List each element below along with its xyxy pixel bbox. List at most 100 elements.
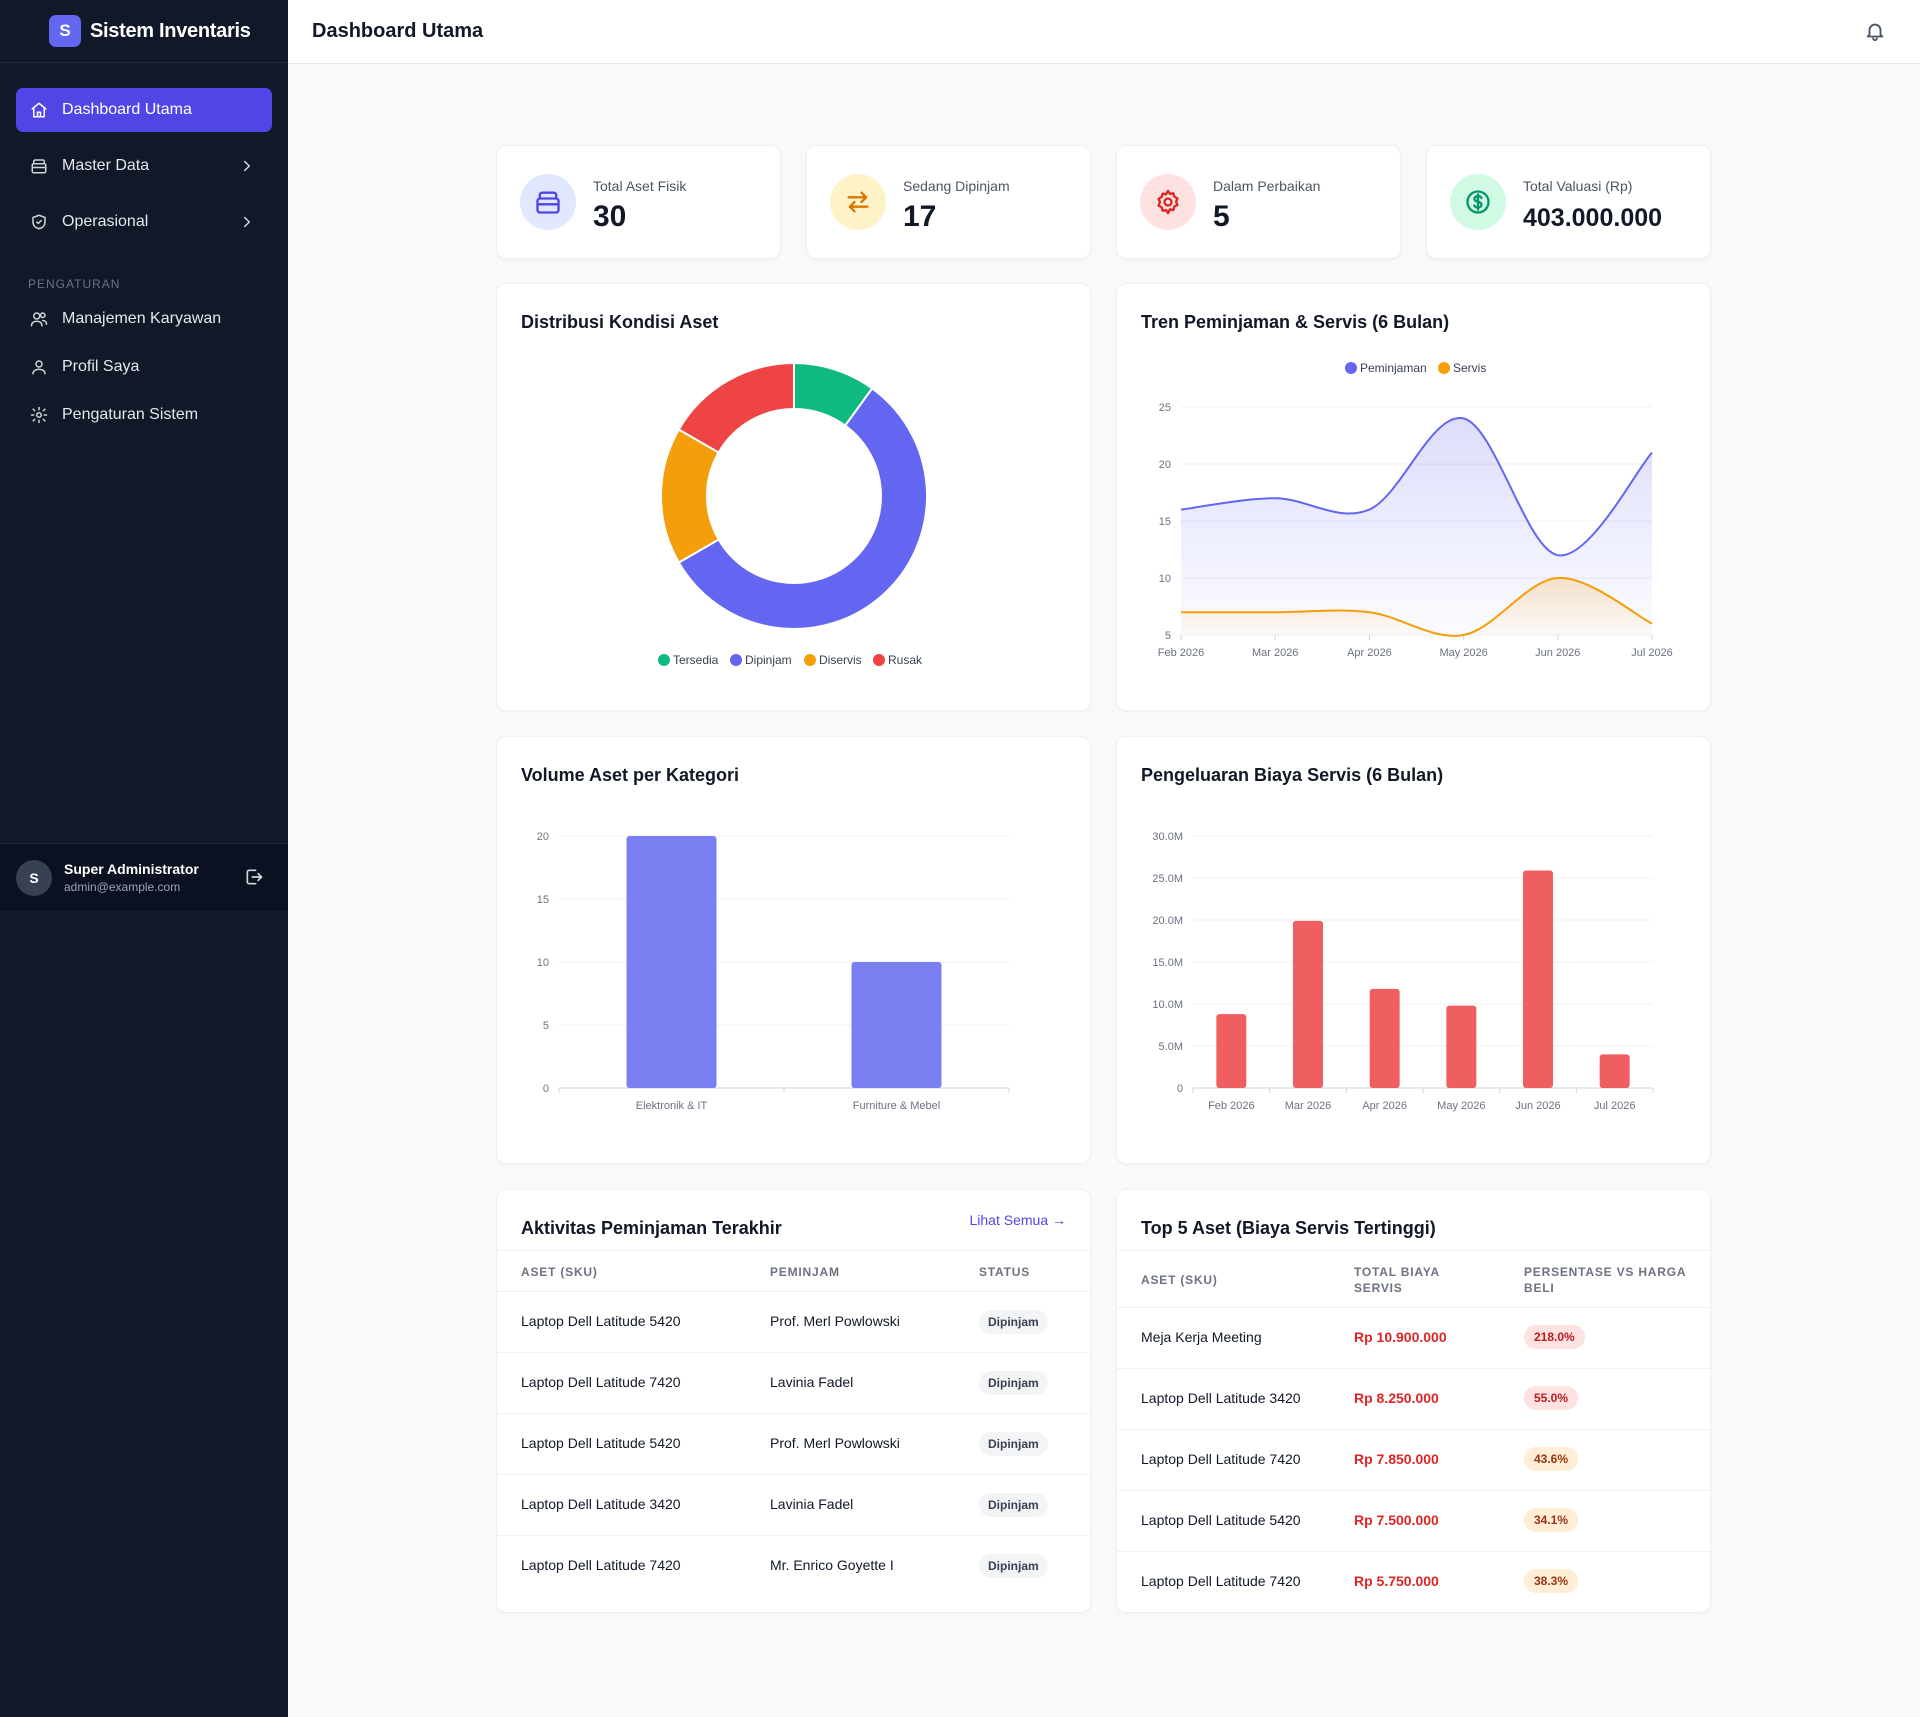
page-title: Dashboard Utama (312, 20, 484, 42)
y-tick-label: 15 (1159, 516, 1171, 528)
donut-chart: Tersedia Dipinjam Diservis Rusak (658, 361, 928, 667)
donut-slice-rusak (677, 361, 795, 454)
x-tick-label: Apr 2026 (1347, 647, 1392, 659)
series-line-peminjaman (1180, 417, 1653, 557)
chevron-right-icon (238, 213, 256, 231)
column-header: ASET (SKU) (1141, 1273, 1218, 1287)
card-title: Pengeluaran Biaya Servis (6 Bulan) (1141, 765, 1444, 785)
brand[interactable]: S Sistem Inventaris (0, 0, 288, 63)
table-row[interactable]: Laptop Dell Latitude 7420 Rp 7.850.000 4… (1117, 1430, 1710, 1491)
percent-badge: 43.6% (1524, 1447, 1579, 1471)
table-row[interactable]: Laptop Dell Latitude 7420 Rp 5.750.000 3… (1117, 1552, 1710, 1613)
dollar-icon (1450, 174, 1506, 230)
top5-card: Top 5 Aset (Biaya Servis Tertinggi) ASET… (1116, 1189, 1711, 1613)
stat-label: Total Aset Fisik (593, 178, 687, 194)
table-row[interactable]: Laptop Dell Latitude 5420 Prof. Merl Pow… (497, 1292, 1090, 1353)
line-chart: 5 10 15 20 25 Feb 2026 Mar 2026 Apr 2026 May 202… (1158, 361, 1673, 659)
table-row[interactable]: Laptop Dell Latitude 5420 Prof. Merl Pow… (497, 1414, 1090, 1475)
app-logo: S (49, 15, 81, 47)
series-line-servis (1181, 576, 1653, 637)
stat-card-sedang-dipinjam: Sedang Dipinjam 17 (806, 145, 1091, 259)
table-header: ASET (SKU) PEMINJAM STATUS (497, 1250, 1090, 1292)
arrows-exchange-icon (830, 174, 886, 230)
bar (1446, 1005, 1477, 1088)
user-email: admin@example.com (64, 880, 181, 894)
sidebar-item-label: Profil Saya (62, 358, 140, 375)
shield-check-icon (30, 213, 48, 231)
loans-table: ASET (SKU) PEMINJAM STATUS Laptop Dell L… (497, 1250, 1090, 1597)
x-tick-label: Jun 2026 (1515, 1100, 1560, 1112)
percent-badge: 55.0% (1524, 1386, 1579, 1410)
status-badge: Dipinjam (979, 1432, 1048, 1456)
sidebar-item-label: Operasional (62, 213, 149, 230)
user-box: S Super Administrator admin@example.com (0, 843, 288, 911)
y-tick-label: 10 (537, 957, 549, 969)
sidebar-item-label: Dashboard Utama (62, 101, 192, 118)
sidebar-item-label: Master Data (62, 157, 150, 174)
percent-badge: 38.3% (1524, 1569, 1579, 1593)
cell-asset: Laptop Dell Latitude 5420 (1141, 1512, 1301, 1528)
y-tick-label: 30.0M (1152, 831, 1183, 843)
y-tick-label: 20 (1159, 459, 1171, 471)
sidebar-section-heading: PENGATURAN (28, 277, 121, 291)
cell-borrower: Prof. Merl Powlowski (770, 1313, 900, 1329)
cell-borrower: Prof. Merl Powlowski (770, 1435, 900, 1451)
stat-value: 30 (593, 200, 627, 233)
column-header: ASET (SKU) (521, 1265, 598, 1279)
cell-borrower: Lavinia Fadel (770, 1374, 854, 1390)
cell-asset: Laptop Dell Latitude 3420 (521, 1496, 681, 1512)
stat-label: Dalam Perbaikan (1213, 178, 1321, 194)
bar (1216, 1014, 1247, 1088)
stat-value: 5 (1213, 200, 1230, 233)
column-header: PEMINJAM (770, 1265, 840, 1279)
column-header: PERSENTASE VS HARGA BELI (1524, 1265, 1686, 1295)
x-tick-label: Feb 2026 (1158, 647, 1204, 659)
stat-label: Sedang Dipinjam (903, 178, 1010, 194)
bell-icon[interactable] (1864, 20, 1886, 42)
cell-borrower: Lavinia Fadel (770, 1496, 854, 1512)
bar (1293, 920, 1323, 1088)
x-tick-label: Mar 2026 (1285, 1100, 1331, 1112)
legend-label: Diservis (819, 653, 862, 667)
sidebar-item-master-data[interactable]: Master Data (16, 144, 272, 188)
y-tick-label: 10 (1159, 573, 1171, 585)
status-badge: Dipinjam (979, 1554, 1048, 1578)
archive-icon (30, 157, 48, 175)
sidebar-item-profil-saya[interactable]: Profil Saya (16, 347, 272, 387)
y-tick-label: 20 (537, 831, 549, 843)
topbar: Dashboard Utama (288, 0, 1920, 64)
chart-card-tren: Tren Peminjaman & Servis (6 Bulan) 5 10 15… (1116, 283, 1711, 711)
y-tick-label: 25 (1159, 402, 1171, 414)
cell-asset: Laptop Dell Latitude 7420 (1141, 1573, 1301, 1589)
top5-table: ASET (SKU) TOTAL BIAYA SERVIS PERSENTASE… (1117, 1250, 1710, 1613)
table-row[interactable]: Meja Kerja Meeting Rp 10.900.000 218.0% (1117, 1308, 1710, 1369)
user-icon (30, 358, 48, 376)
cell-cost: Rp 7.500.000 (1354, 1512, 1439, 1528)
table-row[interactable]: Laptop Dell Latitude 3420 Rp 8.250.000 5… (1117, 1369, 1710, 1430)
y-tick-label: 10.0M (1152, 999, 1183, 1011)
sidebar-item-dashboard[interactable]: Dashboard Utama (16, 88, 272, 132)
x-tick-label: Jun 2026 (1535, 647, 1580, 659)
x-tick-label: May 2026 (1439, 647, 1487, 659)
user-name: Super Administrator (64, 861, 199, 877)
card-title: Tren Peminjaman & Servis (6 Bulan) (1141, 312, 1450, 332)
cell-cost: Rp 8.250.000 (1354, 1390, 1439, 1406)
sidebar-item-pengaturan-sistem[interactable]: Pengaturan Sistem (16, 395, 272, 435)
logout-icon[interactable] (244, 867, 264, 887)
x-tick-label: Mar 2026 (1252, 647, 1298, 659)
sidebar-item-operasional[interactable]: Operasional (16, 200, 272, 244)
legend-swatch (1438, 362, 1450, 374)
sidebar-item-manajemen-karyawan[interactable]: Manajemen Karyawan (16, 299, 272, 339)
percent-badge: 218.0% (1524, 1325, 1585, 1349)
view-all-link[interactable]: Lihat Semua → (969, 1212, 1067, 1228)
x-tick-label: Jul 2026 (1594, 1100, 1636, 1112)
table-row[interactable]: Laptop Dell Latitude 7420 Lavinia Fadel … (497, 1353, 1090, 1414)
bar-chart-volume: 0 5 10 15 20 Elektronik & IT Furniture & Mebel (537, 831, 1010, 1112)
card-title: Distribusi Kondisi Aset (521, 312, 719, 332)
table-row[interactable]: Laptop Dell Latitude 5420 Rp 7.500.000 3… (1117, 1491, 1710, 1552)
sidebar-item-label: Manajemen Karyawan (62, 310, 222, 327)
table-row[interactable]: Laptop Dell Latitude 7420 Mr. Enrico Goy… (497, 1536, 1090, 1597)
table-row[interactable]: Laptop Dell Latitude 3420 Lavinia Fadel … (497, 1475, 1090, 1536)
legend-label: Tersedia (673, 653, 719, 667)
legend-label: Rusak (888, 653, 923, 667)
